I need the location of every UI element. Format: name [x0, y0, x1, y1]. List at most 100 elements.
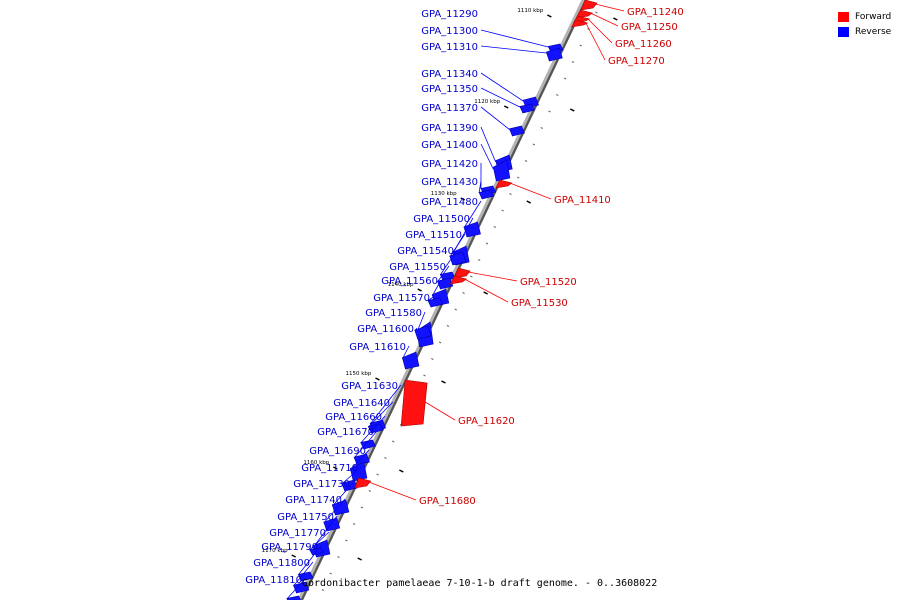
- gene-leader-gpa_11250: [590, 12, 619, 27]
- gene-leader-gpa_11430: [478, 180, 482, 194]
- minor-tick: [470, 275, 473, 278]
- gene-leader-gpa_11260: [587, 18, 613, 44]
- gene-label-gpa_11790[interactable]: GPA_11790: [261, 542, 318, 553]
- gene-forward-gpa_11520[interactable]: [453, 267, 471, 279]
- legend-reverse[interactable]: Reverse: [838, 24, 891, 39]
- gene-label-gpa_11340[interactable]: GPA_11340: [421, 69, 478, 80]
- gene-reverse-gpa_11570[interactable]: [427, 297, 444, 308]
- gene-reverse-gpa_11690[interactable]: [349, 461, 368, 482]
- gene-leader-gpa_11480: [463, 200, 482, 229]
- minor-tick: [368, 490, 372, 492]
- gene-label-gpa_11680[interactable]: GPA_11680: [419, 496, 476, 507]
- gene-reverse-gpa_11810[interactable]: [286, 595, 302, 600]
- gene-leader-gpa_11660: [360, 415, 386, 444]
- gene-label-gpa_11660[interactable]: GPA_11660: [325, 412, 382, 423]
- minor-tick: [376, 473, 379, 476]
- gene-label-gpa_11270[interactable]: GPA_11270: [608, 56, 665, 67]
- gene-label-gpa_11600[interactable]: GPA_11600: [357, 324, 414, 335]
- gene-reverse-gpa_11550[interactable]: [437, 277, 454, 290]
- gene-leader-gpa_11670: [353, 430, 378, 459]
- gene-label-gpa_11260[interactable]: GPA_11260: [615, 39, 672, 50]
- tick-mark: [569, 108, 575, 112]
- gene-label-gpa_11300[interactable]: GPA_11300: [421, 26, 478, 37]
- gene-leader-gpa_11790: [297, 545, 322, 576]
- gene-reverse-gpa_11430[interactable]: [478, 189, 495, 200]
- minor-tick: [337, 556, 340, 558]
- gene-forward-gpa_11680[interactable]: [354, 477, 372, 489]
- tick-mark: [291, 554, 297, 558]
- gene-label-gpa_11750[interactable]: GPA_11750: [277, 512, 334, 523]
- gene-label-gpa_11730[interactable]: GPA_11730: [293, 479, 350, 490]
- gene-label-gpa_11290[interactable]: GPA_11290: [421, 9, 478, 20]
- gene-label-gpa_11510[interactable]: GPA_11510: [405, 230, 462, 241]
- gene-leader-gpa_11730: [332, 482, 354, 507]
- gene-reverse-gpa_11600[interactable]: [414, 325, 432, 340]
- tick-label: 1110 kbp: [517, 8, 543, 14]
- gene-reverse-gpa_11790[interactable]: [297, 571, 314, 582]
- gene-reverse-gpa_11480[interactable]: [463, 221, 481, 238]
- tick-mark: [375, 377, 380, 381]
- tick-mark: [483, 291, 488, 295]
- gene-leader-gpa_11620: [424, 401, 456, 421]
- gene-label-gpa_11390[interactable]: GPA_11390: [421, 123, 478, 134]
- gene-label-gpa_11250[interactable]: GPA_11250: [621, 22, 678, 33]
- gene-label-gpa_11570[interactable]: GPA_11570: [373, 293, 430, 304]
- gene-label-gpa_11420[interactable]: GPA_11420: [421, 159, 478, 170]
- gene-label-gpa_11610[interactable]: GPA_11610: [349, 342, 406, 353]
- gene-forward-gpa_11250[interactable]: [575, 9, 594, 19]
- gene-label-gpa_11620[interactable]: GPA_11620: [458, 416, 515, 427]
- tick-mark: [547, 14, 552, 18]
- gene-label-gpa_11710[interactable]: GPA_11710: [301, 463, 358, 474]
- gene-reverse-gpa_11400[interactable]: [492, 159, 511, 182]
- legend-forward[interactable]: Forward: [838, 9, 891, 24]
- gene-label-gpa_11410[interactable]: GPA_11410: [554, 195, 611, 206]
- minor-tick: [360, 506, 364, 509]
- gene-leader-gpa_11550: [437, 265, 450, 283]
- gene-reverse-gpa_11610[interactable]: [402, 351, 420, 370]
- gene-label-gpa_11740[interactable]: GPA_11740: [285, 495, 342, 506]
- gene-label-gpa_11810[interactable]: GPA_11810: [245, 575, 302, 586]
- tick-mark: [526, 200, 532, 204]
- gene-reverse-gpa_11350[interactable]: [519, 103, 536, 114]
- gene-reverse-gpa_11370[interactable]: [508, 125, 525, 137]
- gene-label-gpa_11560[interactable]: GPA_11560: [381, 276, 438, 287]
- gene-label-gpa_11630[interactable]: GPA_11630: [341, 381, 398, 392]
- gene-label-gpa_11800[interactable]: GPA_11800: [253, 558, 310, 569]
- gene-forward-gpa_11410[interactable]: [495, 179, 513, 189]
- gene-reverse-gpa_11310[interactable]: [545, 47, 563, 62]
- gene-label-gpa_11670[interactable]: GPA_11670: [317, 427, 374, 438]
- gene-label-gpa_11370[interactable]: GPA_11370: [421, 103, 478, 114]
- gene-forward-gpa_11240[interactable]: [580, 0, 598, 11]
- gene-label-gpa_11240[interactable]: GPA_11240: [627, 7, 684, 18]
- minor-tick: [329, 572, 332, 575]
- gene-forward-gpa_11530[interactable]: [449, 275, 468, 285]
- gene-label-gpa_11530[interactable]: GPA_11530: [511, 298, 568, 309]
- gene-label-gpa_11400[interactable]: GPA_11400: [421, 140, 478, 151]
- gene-reverse-gpa_11710[interactable]: [341, 479, 358, 492]
- gene-label-gpa_11480[interactable]: GPA_11480: [421, 197, 478, 208]
- gene-label-gpa_11350[interactable]: GPA_11350: [421, 84, 478, 95]
- minor-tick: [454, 308, 457, 311]
- gene-label-gpa_11690[interactable]: GPA_11690: [309, 446, 366, 457]
- gene-label-gpa_11520[interactable]: GPA_11520: [520, 277, 577, 288]
- gene-leader-gpa_11410: [509, 182, 552, 200]
- gene-forward-gpa_11620[interactable]: [400, 379, 428, 427]
- gene-label-gpa_11500[interactable]: GPA_11500: [413, 214, 470, 225]
- gene-label-gpa_11430[interactable]: GPA_11430: [421, 177, 478, 188]
- minor-tick: [532, 143, 536, 146]
- gene-leader-gpa_11810: [286, 578, 306, 600]
- gene-label-gpa_11640[interactable]: GPA_11640: [333, 398, 390, 409]
- gene-label-gpa_11310[interactable]: GPA_11310: [421, 42, 478, 53]
- minor-tick: [431, 358, 434, 360]
- gene-label-gpa_11580[interactable]: GPA_11580: [365, 308, 422, 319]
- gene-leader-gpa_11310: [480, 45, 547, 54]
- gene-leader-gpa_11240: [594, 3, 625, 12]
- strand-legend: Forward Reverse: [838, 9, 891, 39]
- minor-tick: [493, 226, 497, 228]
- gene-label-gpa_11550[interactable]: GPA_11550: [389, 262, 446, 273]
- gene-label-gpa_11540[interactable]: GPA_11540: [397, 246, 454, 257]
- tick-mark: [460, 197, 466, 201]
- gene-forward-gpa_11270[interactable]: [571, 19, 589, 28]
- gene-label-gpa_11770[interactable]: GPA_11770: [269, 528, 326, 539]
- minor-tick: [571, 61, 575, 63]
